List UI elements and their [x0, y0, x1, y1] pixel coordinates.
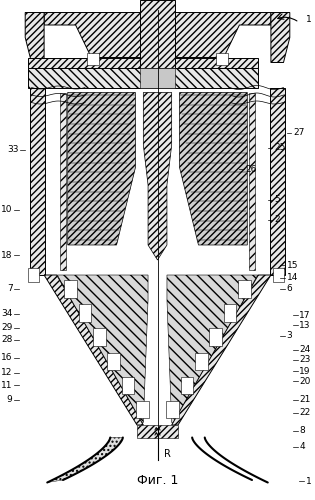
- Text: 12: 12: [1, 368, 13, 377]
- Polygon shape: [136, 401, 149, 418]
- Polygon shape: [44, 275, 143, 425]
- Text: 4: 4: [299, 442, 305, 451]
- Text: 3: 3: [287, 332, 292, 340]
- Text: 6: 6: [287, 284, 292, 293]
- Polygon shape: [25, 12, 44, 62]
- Text: 23: 23: [299, 356, 311, 364]
- Text: 15: 15: [287, 260, 298, 270]
- Polygon shape: [44, 12, 158, 58]
- Text: 14: 14: [287, 273, 298, 282]
- Polygon shape: [79, 304, 91, 322]
- Polygon shape: [143, 92, 172, 260]
- Text: 26: 26: [246, 164, 257, 173]
- Polygon shape: [93, 328, 106, 346]
- Bar: [28, 58, 258, 68]
- Polygon shape: [180, 377, 193, 394]
- Polygon shape: [238, 280, 250, 297]
- Text: 33: 33: [7, 146, 19, 154]
- Polygon shape: [224, 304, 236, 322]
- Text: 24: 24: [299, 346, 311, 354]
- Text: 27: 27: [293, 128, 304, 137]
- Text: 8: 8: [299, 426, 305, 435]
- Text: 21: 21: [299, 396, 311, 404]
- Text: 22: 22: [299, 408, 311, 417]
- Polygon shape: [209, 328, 222, 346]
- Text: 10: 10: [1, 206, 13, 214]
- Polygon shape: [65, 280, 77, 297]
- Text: 16: 16: [1, 353, 13, 362]
- Polygon shape: [195, 352, 208, 370]
- Bar: [249, 92, 255, 270]
- Polygon shape: [122, 377, 135, 394]
- Bar: [87, 52, 99, 65]
- Text: 7: 7: [7, 284, 13, 293]
- Text: 28: 28: [1, 336, 13, 344]
- Text: 13: 13: [299, 320, 311, 330]
- Text: Фиг. 1: Фиг. 1: [137, 474, 178, 486]
- Text: 34: 34: [1, 310, 13, 318]
- Text: 1: 1: [306, 16, 311, 24]
- Polygon shape: [47, 438, 123, 482]
- Bar: [216, 52, 228, 65]
- Polygon shape: [180, 92, 247, 245]
- Bar: [60, 92, 66, 270]
- Bar: [137, 425, 178, 438]
- Text: 9: 9: [7, 396, 13, 404]
- Bar: [30, 88, 45, 275]
- Polygon shape: [68, 92, 135, 245]
- Text: 2: 2: [274, 216, 280, 224]
- Text: 17: 17: [299, 310, 311, 320]
- Polygon shape: [158, 12, 271, 58]
- Bar: [270, 88, 285, 275]
- Text: 11: 11: [1, 380, 13, 390]
- Text: 5: 5: [274, 196, 280, 204]
- Bar: [273, 268, 284, 281]
- Text: 18: 18: [1, 250, 13, 260]
- Bar: [28, 268, 39, 281]
- Bar: [140, 68, 175, 87]
- Polygon shape: [167, 275, 258, 422]
- Text: 20: 20: [299, 376, 311, 386]
- Bar: [140, 0, 175, 68]
- Polygon shape: [271, 12, 290, 62]
- Text: 19: 19: [299, 366, 311, 376]
- Text: 29: 29: [1, 323, 13, 332]
- Text: 1: 1: [306, 476, 311, 486]
- Polygon shape: [57, 275, 148, 422]
- Text: 25: 25: [274, 143, 285, 152]
- Text: R: R: [164, 449, 171, 459]
- Bar: [28, 68, 258, 87]
- Polygon shape: [107, 352, 120, 370]
- Polygon shape: [166, 401, 179, 418]
- Polygon shape: [172, 275, 271, 425]
